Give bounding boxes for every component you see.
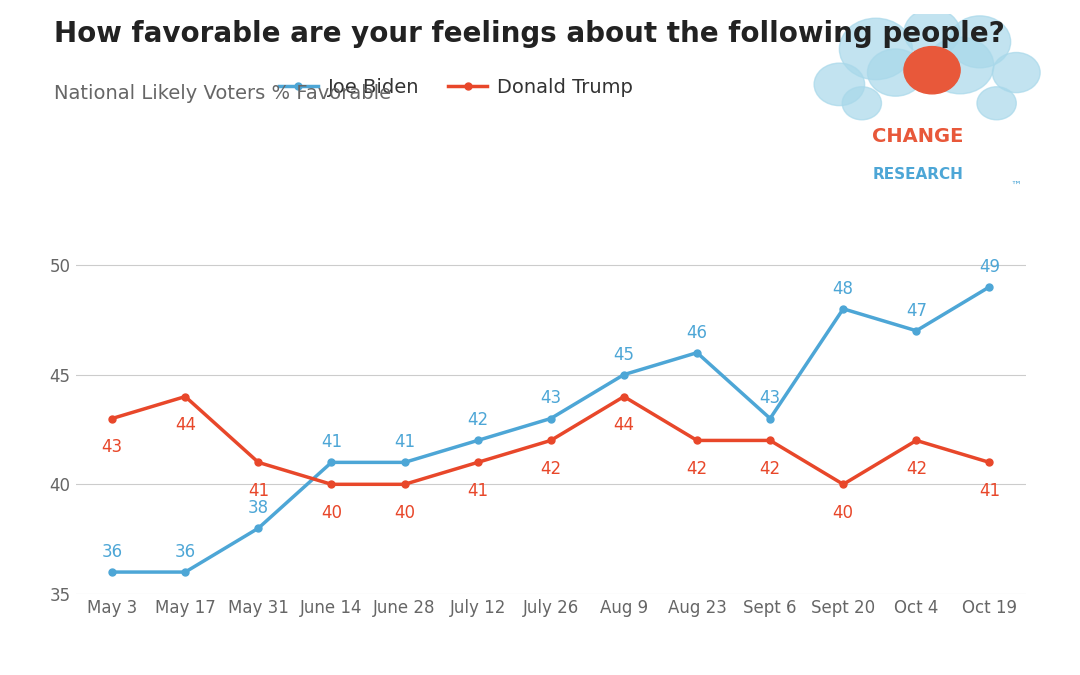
Circle shape <box>904 9 960 56</box>
Text: 36: 36 <box>102 543 123 561</box>
Text: 41: 41 <box>321 433 342 452</box>
Circle shape <box>977 86 1016 120</box>
Text: 40: 40 <box>833 504 853 522</box>
Text: 41: 41 <box>978 482 1000 500</box>
Text: 43: 43 <box>759 389 781 408</box>
Text: 38: 38 <box>247 499 269 517</box>
Text: 44: 44 <box>613 416 634 434</box>
Text: 36: 36 <box>175 543 195 561</box>
Text: 44: 44 <box>175 416 195 434</box>
Circle shape <box>927 37 994 94</box>
Text: 42: 42 <box>687 460 707 478</box>
Text: 48: 48 <box>833 279 853 298</box>
Circle shape <box>867 49 923 97</box>
Text: 40: 40 <box>394 504 415 522</box>
Text: RESEARCH: RESEARCH <box>873 167 963 182</box>
Text: 42: 42 <box>468 411 488 429</box>
Text: 43: 43 <box>540 389 562 408</box>
Text: National Likely Voters % Favorable: National Likely Voters % Favorable <box>54 84 391 103</box>
Circle shape <box>904 47 960 94</box>
Text: 42: 42 <box>540 460 562 478</box>
Text: 41: 41 <box>247 482 269 500</box>
Circle shape <box>993 53 1040 92</box>
Text: ™: ™ <box>1011 181 1022 191</box>
Text: 46: 46 <box>687 323 707 342</box>
Text: CHANGE: CHANGE <box>873 127 963 146</box>
Text: How favorable are your feelings about the following people?: How favorable are your feelings about th… <box>54 20 1004 48</box>
Text: 45: 45 <box>613 346 634 364</box>
Text: 47: 47 <box>906 302 927 320</box>
Text: 49: 49 <box>978 258 1000 276</box>
Text: 41: 41 <box>468 482 488 500</box>
Text: 40: 40 <box>321 504 342 522</box>
Circle shape <box>839 18 913 80</box>
Text: 43: 43 <box>102 438 123 456</box>
Text: 42: 42 <box>906 460 927 478</box>
Circle shape <box>814 63 865 106</box>
Text: 42: 42 <box>759 460 781 478</box>
Legend: Joe Biden, Donald Trump: Joe Biden, Donald Trump <box>271 70 640 105</box>
Circle shape <box>842 86 881 120</box>
Circle shape <box>949 16 1011 68</box>
Text: 41: 41 <box>394 433 415 452</box>
